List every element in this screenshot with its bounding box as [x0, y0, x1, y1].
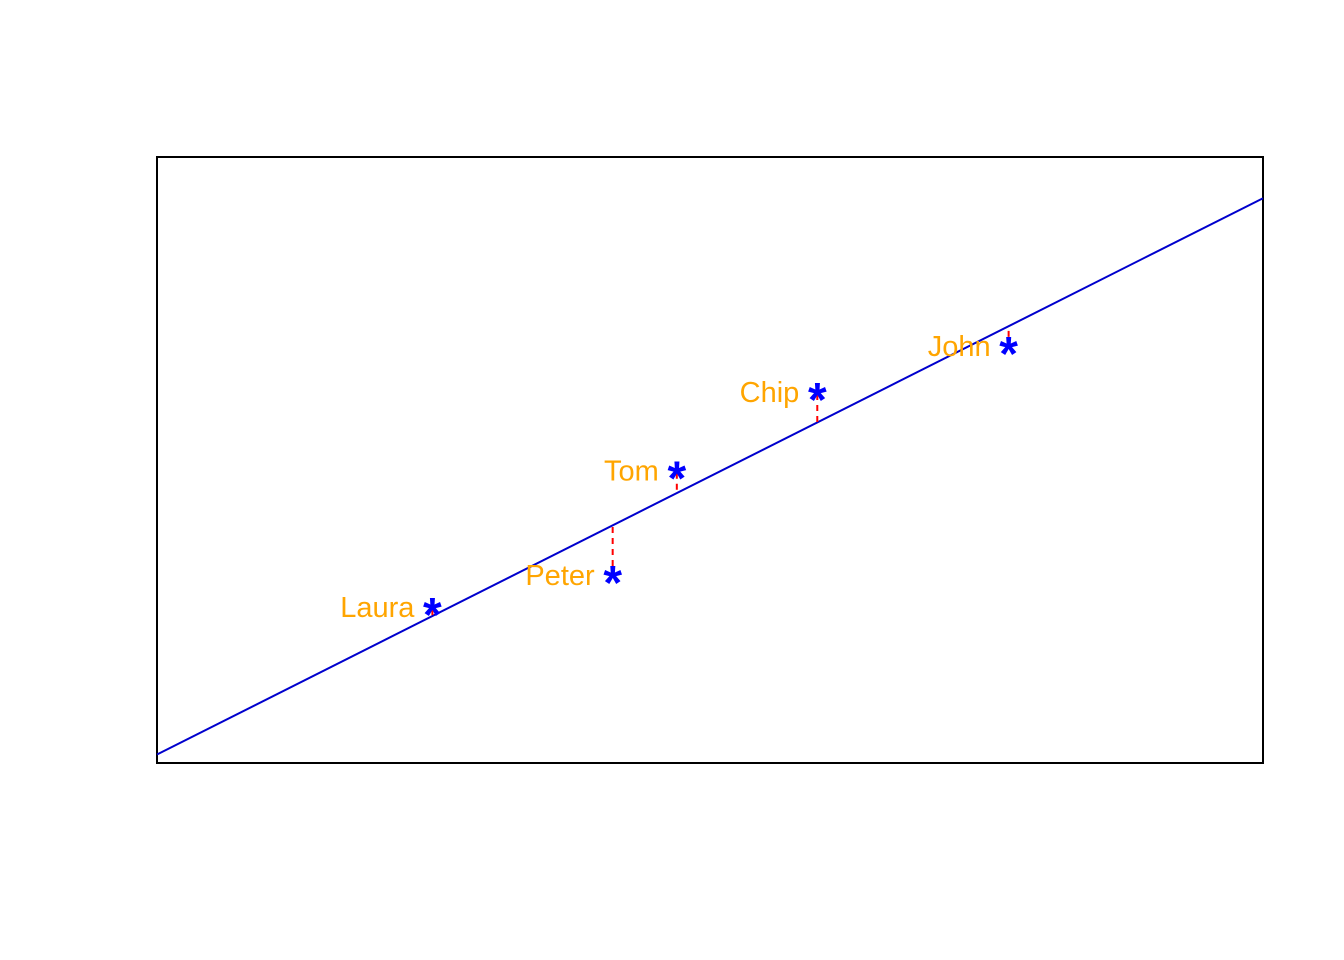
point-label-john: John	[928, 331, 991, 363]
residuals-layer	[431, 326, 1010, 616]
point-marker-chip: *	[808, 374, 827, 427]
plot-frame	[156, 156, 1264, 764]
point-marker-tom: *	[667, 453, 686, 506]
fit-line	[156, 197, 1264, 756]
point-label-tom: Tom	[604, 456, 659, 488]
point-marker-peter: *	[603, 557, 622, 610]
point-marker-laura: *	[423, 589, 442, 642]
point-label-chip: Chip	[740, 377, 800, 409]
point-marker-john: *	[999, 328, 1018, 381]
fit-line-layer	[156, 197, 1264, 756]
point-label-laura: Laura	[340, 592, 415, 624]
points-layer: *Laura *Peter*Tom*Chip*John	[340, 328, 1018, 642]
point-label-peter: Peter	[525, 560, 595, 592]
